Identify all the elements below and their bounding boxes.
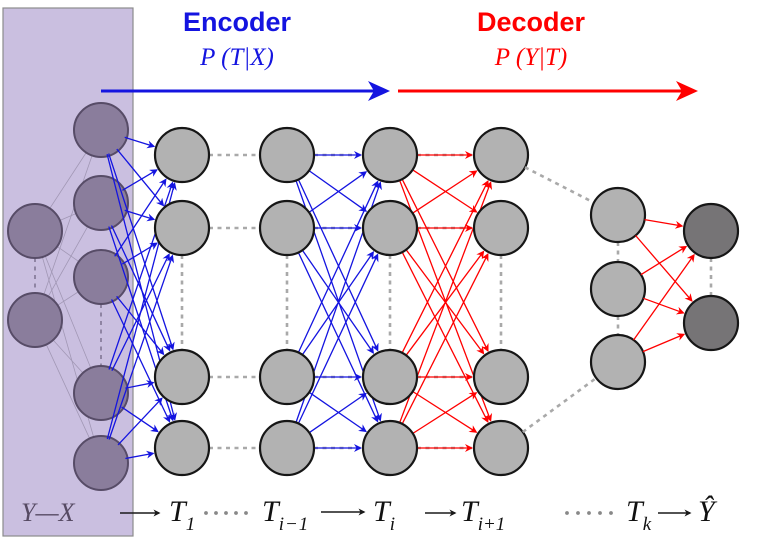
svg-text:Decoder: Decoder — [477, 7, 586, 37]
svg-text:Encoder: Encoder — [183, 7, 292, 37]
svg-text:Ŷ: Ŷ — [698, 495, 718, 528]
svg-text:T1: T1 — [169, 495, 195, 535]
svg-text:Y—X: Y—X — [21, 498, 76, 527]
svg-text:P (T|X): P (T|X) — [199, 44, 274, 71]
svg-text:Tk: Tk — [626, 495, 652, 535]
svg-text:Ti+1: Ti+1 — [461, 495, 505, 535]
svg-text:Ti: Ti — [373, 495, 395, 535]
svg-text:P (Y|T): P (Y|T) — [494, 44, 567, 71]
svg-text:Ti−1: Ti−1 — [262, 495, 309, 535]
